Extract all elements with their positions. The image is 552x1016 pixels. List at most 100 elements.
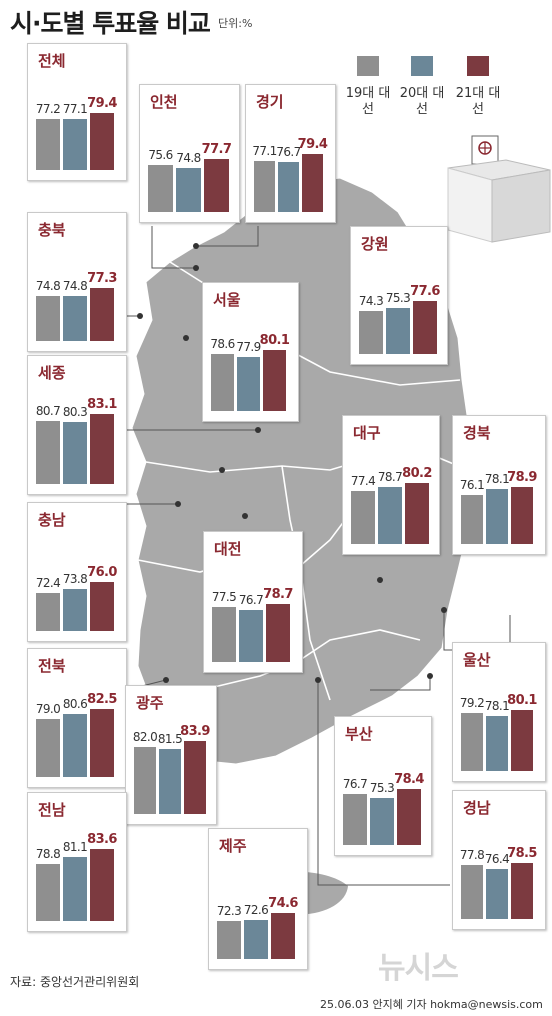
bar-부산-0: [343, 794, 367, 845]
region-panel-8: 경북 76.1 78.1 78.9: [452, 415, 546, 555]
value-label-충남-1: 73.8: [62, 572, 88, 587]
value-label-광주-1: 81.5: [157, 731, 183, 746]
bar-세종-1: [63, 422, 87, 484]
region-panel-6: 세종 80.7 80.3 83.1: [27, 355, 127, 495]
value-label-전체-1: 77.1: [62, 102, 88, 117]
value-label-서울-2: 80.1: [259, 332, 290, 348]
bar-경기-2: [302, 153, 323, 212]
value-label-충북-1: 74.8: [62, 279, 88, 293]
value-label-경기-1: 76.7: [276, 144, 301, 159]
unit-label: 단위:%: [218, 17, 253, 30]
bar-서울-0: [211, 354, 234, 411]
value-label-강원-0: 74.3: [358, 294, 384, 309]
bar-충남-1: [63, 589, 87, 631]
region-name: 충북: [38, 221, 66, 239]
region-name: 경남: [463, 799, 491, 817]
value-label-충북-2: 77.3: [87, 271, 117, 287]
value-label-세종-0: 80.7: [35, 404, 61, 419]
region-panel-4: 강원 74.3 75.3 77.6: [350, 226, 448, 365]
region-name: 인천: [150, 93, 178, 111]
region-panel-9: 충남 72.4 73.8 76.0: [27, 502, 127, 642]
credit-line: 25.06.03 안지혜 기자 hokma@newsis.com: [320, 998, 543, 1011]
value-label-전체-0: 77.2: [35, 102, 61, 117]
bar-제주-1: [244, 919, 268, 959]
value-label-경남-0: 77.8: [459, 847, 485, 862]
region-panel-1: 인천 75.6 74.8 77.7: [139, 84, 240, 223]
leader-dots: [137, 243, 447, 683]
region-name: 전남: [38, 801, 66, 819]
region-panel-17: 경남 77.8 76.4 78.5: [452, 790, 546, 930]
value-label-부산-1: 75.3: [369, 781, 395, 796]
value-label-경북-1: 78.1: [484, 471, 510, 486]
bar-강원-0: [359, 311, 383, 354]
region-panel-16: 제주 72.3 72.6 74.6: [208, 828, 308, 970]
region-name: 전북: [38, 657, 66, 675]
value-label-경기-2: 79.4: [297, 136, 328, 152]
region-name: 서울: [213, 291, 241, 309]
value-label-광주-0: 82.0: [132, 730, 158, 745]
region-panel-5: 서울 78.6 77.9 80.1: [202, 282, 299, 422]
bar-전북-2: [90, 708, 114, 777]
region-name: 광주: [136, 694, 164, 712]
bar-인천-1: [176, 167, 201, 212]
value-label-전북-1: 80.6: [62, 697, 88, 712]
bar-경기-0: [254, 160, 275, 212]
bar-경북-1: [486, 488, 508, 544]
region-name: 대구: [353, 424, 381, 442]
bar-부산-1: [370, 798, 394, 845]
legend-item-20: 20대 대선: [398, 56, 446, 118]
bar-전북-1: [63, 714, 87, 777]
value-label-경남-2: 78.5: [507, 845, 537, 861]
region-name: 부산: [345, 725, 373, 743]
value-label-대전-2: 78.7: [263, 586, 293, 602]
bar-서울-2: [263, 349, 286, 411]
value-label-전남-1: 81.1: [62, 839, 88, 854]
value-label-대구-2: 80.2: [402, 465, 432, 481]
bar-강원-2: [413, 301, 437, 354]
bar-대전-1: [239, 609, 263, 662]
bar-울산-0: [461, 712, 483, 771]
bar-충북-1: [63, 296, 87, 341]
chart-title: 시·도별 투표율 비교: [10, 9, 211, 38]
region-panel-12: 광주 82.0 81.5 83.9: [125, 685, 217, 825]
value-label-제주-0: 72.3: [216, 903, 242, 918]
value-label-세종-1: 80.3: [62, 405, 88, 420]
region-panel-0: 전체 77.2 77.1 79.4: [27, 43, 127, 181]
value-label-충북-0: 74.8: [35, 279, 61, 293]
value-label-울산-2: 80.1: [507, 692, 537, 708]
value-label-부산-0: 76.7: [342, 777, 368, 792]
bar-전남-1: [63, 856, 87, 921]
bar-경북-2: [511, 486, 533, 544]
legend-label-19: 19대 대선: [345, 86, 391, 117]
value-label-울산-0: 79.2: [459, 695, 485, 710]
bar-전체-1: [63, 119, 87, 170]
bar-대구-0: [351, 491, 375, 544]
bar-경남-0: [461, 864, 483, 919]
legend-label-21: 21대 대선: [455, 86, 501, 117]
value-label-강원-2: 77.6: [410, 284, 440, 300]
region-panel-7: 대구 77.4 78.7 80.2: [342, 415, 440, 555]
region-name: 충남: [38, 511, 66, 529]
legend-item-19: 19대 대선: [344, 56, 392, 118]
bar-부산-2: [397, 789, 421, 845]
region-panel-11: 전북 79.0 80.6 82.5: [27, 648, 127, 788]
region-name: 강원: [361, 235, 389, 253]
value-label-전북-2: 82.5: [87, 691, 117, 707]
value-label-경기-0: 77.1: [252, 143, 277, 158]
bar-경기-1: [278, 161, 299, 212]
value-label-인천-2: 77.7: [201, 141, 232, 157]
bar-광주-1: [159, 748, 181, 814]
value-label-대전-0: 77.5: [211, 590, 237, 605]
region-name: 전체: [38, 52, 66, 70]
bar-경남-1: [486, 869, 508, 919]
value-label-세종-2: 83.1: [87, 396, 117, 412]
region-panel-13: 울산 79.2 78.1 80.1: [452, 642, 546, 782]
legend-swatch-19: [357, 56, 379, 76]
bar-울산-1: [486, 715, 508, 771]
bar-서울-1: [237, 356, 260, 411]
bar-전북-0: [36, 719, 60, 777]
bar-충북-0: [36, 296, 60, 341]
value-label-충남-0: 72.4: [35, 576, 61, 591]
value-label-전북-0: 79.0: [35, 702, 61, 717]
